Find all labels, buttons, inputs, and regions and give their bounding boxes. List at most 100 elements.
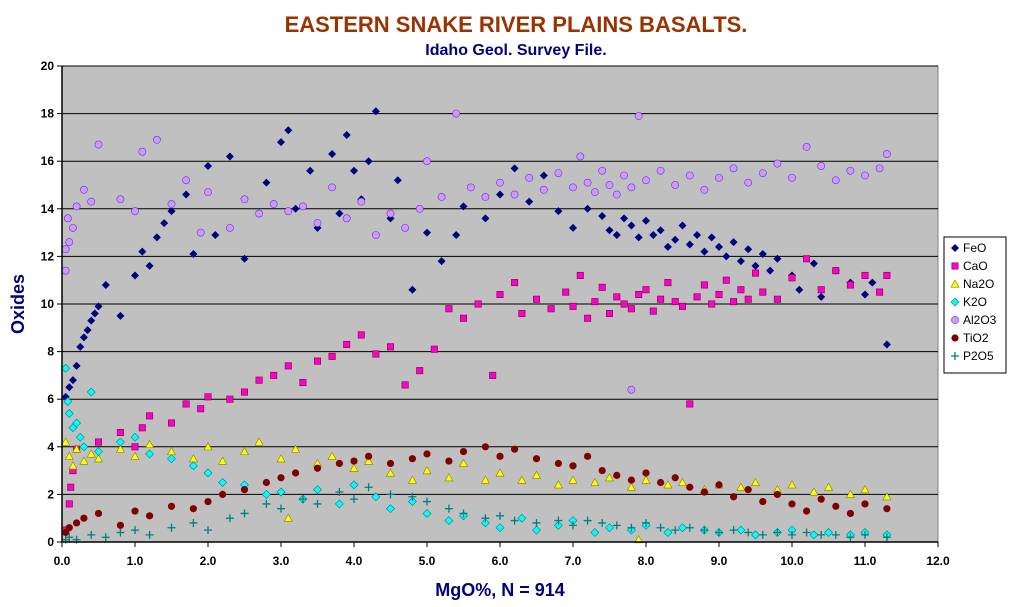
data-point <box>598 283 606 291</box>
data-point <box>138 147 147 156</box>
data-point <box>87 530 96 539</box>
data-point <box>700 281 708 289</box>
data-point <box>298 202 307 211</box>
data-point <box>511 279 519 287</box>
data-point <box>554 459 563 468</box>
data-point <box>328 150 337 159</box>
x-tick-label: 6.0 <box>492 554 509 568</box>
y-tick-label: 8 <box>47 345 54 359</box>
data-point <box>642 286 650 294</box>
data-point <box>167 207 176 216</box>
data-point <box>817 495 825 503</box>
data-point <box>496 290 504 298</box>
data-point <box>480 475 490 484</box>
data-point <box>882 492 892 501</box>
legend-marker <box>950 297 960 307</box>
data-point <box>882 533 891 542</box>
data-point <box>61 245 70 254</box>
data-point <box>371 231 380 239</box>
data-point <box>845 489 855 498</box>
data-point <box>802 528 811 537</box>
data-point <box>598 166 607 175</box>
data-point <box>72 444 82 453</box>
data-point <box>167 454 176 464</box>
data-point <box>459 509 468 518</box>
data-point <box>510 445 519 453</box>
data-point <box>101 533 110 542</box>
data-point <box>94 302 103 311</box>
data-point <box>715 242 723 251</box>
data-point <box>334 499 344 509</box>
data-point <box>744 528 753 537</box>
data-point <box>145 261 154 270</box>
chart-title: EASTERN SNAKE RIVER PLAINS BASALTS. <box>285 12 748 37</box>
data-point <box>729 238 738 247</box>
legend-marker <box>951 244 959 252</box>
data-point <box>510 190 519 199</box>
x-tick-label: 3.0 <box>273 554 290 568</box>
data-point <box>700 488 709 496</box>
data-point <box>328 183 336 192</box>
y-tick-label: 20 <box>41 59 55 73</box>
data-point <box>61 437 71 446</box>
data-point <box>313 464 322 472</box>
data-point <box>203 442 213 451</box>
data-point <box>736 482 746 491</box>
data-point <box>532 295 540 303</box>
data-point <box>510 164 519 173</box>
data-point <box>554 516 563 525</box>
data-point <box>357 197 366 206</box>
data-point <box>407 497 417 506</box>
data-point <box>240 509 249 518</box>
data-point <box>240 486 249 494</box>
data-point <box>803 255 811 263</box>
data-point <box>744 178 753 187</box>
y-tick-label: 2 <box>47 487 54 501</box>
data-point <box>671 181 680 189</box>
data-point <box>240 254 249 263</box>
data-point <box>584 452 592 460</box>
data-point <box>598 211 607 220</box>
legend-item-p2o5: P2O5 <box>951 349 994 363</box>
y-tick-label: 4 <box>47 440 54 454</box>
data-point <box>76 342 85 351</box>
data-point <box>634 233 643 242</box>
data-point <box>225 514 234 523</box>
data-point <box>882 340 891 349</box>
data-point <box>167 502 176 510</box>
data-point <box>64 451 74 460</box>
series-al2o3 <box>61 109 891 394</box>
data-point <box>861 500 869 508</box>
data-point <box>481 443 489 451</box>
data-point <box>576 271 584 279</box>
data-point <box>517 513 527 523</box>
data-point <box>846 166 855 175</box>
data-point <box>364 456 374 465</box>
data-point <box>277 504 285 513</box>
data-point <box>553 520 563 530</box>
data-point <box>539 171 548 180</box>
data-point <box>204 526 212 535</box>
data-point <box>79 333 88 342</box>
data-point <box>729 164 738 173</box>
data-point <box>590 477 600 487</box>
x-tick-label: 2.0 <box>200 554 217 568</box>
data-point <box>452 230 461 239</box>
data-point <box>72 202 81 211</box>
data-point <box>554 207 563 216</box>
data-point <box>61 266 70 275</box>
data-point <box>620 214 629 223</box>
data-point <box>671 235 680 244</box>
data-point <box>72 418 82 428</box>
data-point <box>203 468 213 478</box>
data-point <box>131 507 139 515</box>
data-point <box>298 495 307 504</box>
legend-marker <box>951 316 959 324</box>
data-point <box>590 528 600 537</box>
data-point <box>130 432 140 442</box>
data-point <box>664 279 672 287</box>
data-point <box>65 524 73 532</box>
data-point <box>605 523 614 533</box>
data-point <box>408 492 417 501</box>
data-point <box>386 459 395 468</box>
